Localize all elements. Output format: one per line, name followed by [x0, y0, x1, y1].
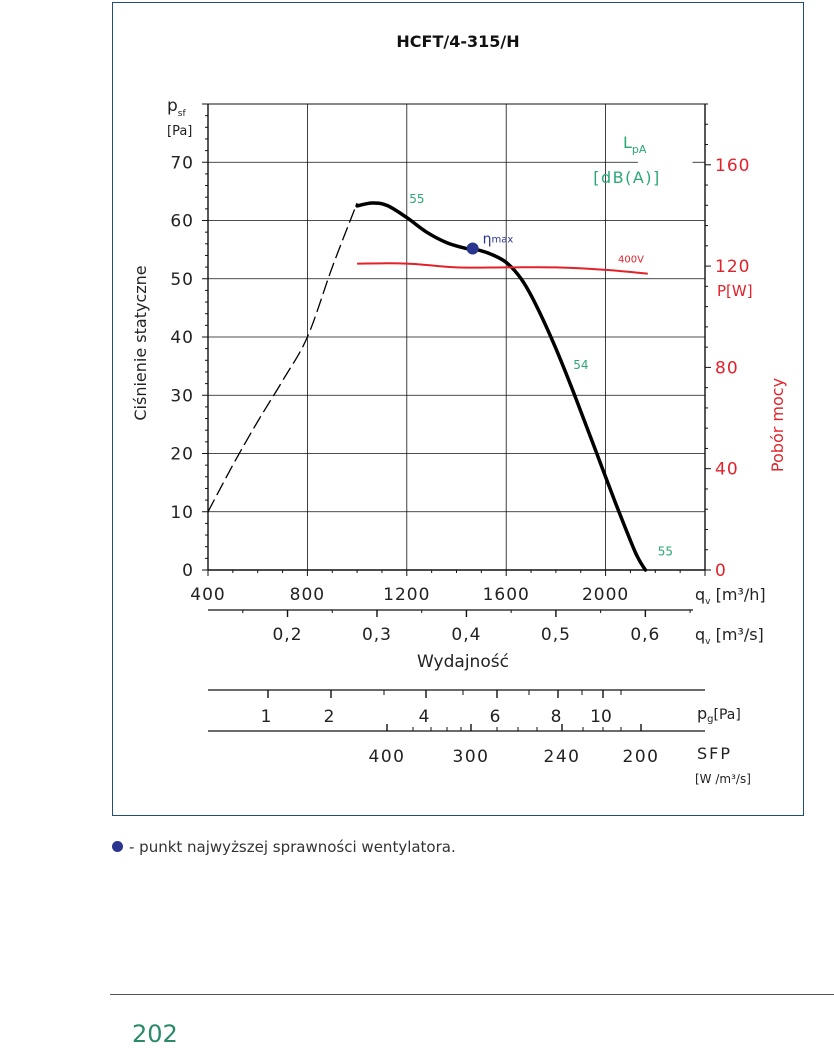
legend-note-text: - punkt najwyższej sprawności wentylator… [129, 838, 456, 856]
chart-frame: HCFT/4-315/H 0 10 20 30 40 50 60 70 400 800 1200 160… [112, 2, 804, 816]
eta-max-label: ηmax [483, 231, 514, 247]
x-tick-label: 1200 [383, 585, 430, 605]
legend-note: - punkt najwyższej sprawności wentylator… [112, 838, 456, 856]
m3s-tick-label: 0,6 [630, 625, 660, 645]
lpa-value-label: 55 [658, 544, 673, 558]
sfp-tick-label: 240 [544, 747, 581, 767]
power-tick-label: 160 [715, 156, 750, 176]
m3s-tick-label: 0,5 [541, 625, 571, 645]
sfp-axis-unit: [W /m³/s] [695, 772, 751, 786]
x-axis-unit-m3h: qv [m³/h] [695, 585, 766, 607]
pg-tick-label: 8 [551, 707, 562, 727]
lpa-unit: [dB(A)] [593, 168, 661, 187]
pg-tick-label: 6 [490, 707, 501, 727]
x-axis-title: Wydajność [417, 652, 509, 672]
eta-point-legend-icon [112, 841, 123, 852]
y-axis-unit: [Pa] [167, 124, 192, 139]
pg-axis-label: pg[Pa] [697, 704, 741, 725]
y-tick-label: 40 [170, 328, 194, 348]
pressure-curve-dashed [207, 202, 358, 513]
sfp-axis-label: SFP [697, 744, 732, 763]
x-tick-label: 400 [190, 585, 225, 605]
page-number: 202 [132, 1020, 178, 1048]
pg-tick-label: 2 [324, 707, 335, 727]
power-tick-label: 120 [715, 257, 750, 277]
m3s-tick-label: 0,2 [272, 625, 302, 645]
pg-tick-label: 10 [590, 707, 612, 727]
x-tick-label: 2000 [582, 585, 629, 605]
eta-max-point [466, 242, 479, 255]
power-tick-label: 0 [715, 561, 727, 581]
lpa-label: LpA [623, 133, 647, 156]
y-tick-label: 20 [170, 445, 194, 465]
lpa-value-label: 55 [409, 192, 424, 206]
y-tick-label: 0 [182, 561, 194, 581]
power-tick-label: 80 [715, 358, 739, 378]
pg-tick-label: 1 [261, 707, 272, 727]
y-tick-label: 30 [170, 386, 194, 406]
sfp-tick-label: 300 [453, 747, 490, 767]
footer-divider [110, 994, 834, 995]
power-series-label: 400V [618, 254, 644, 265]
lpa-value-label: 54 [573, 358, 588, 372]
power-axis-title: Pobór mocy [768, 378, 787, 472]
pressure-curve [355, 201, 648, 572]
m3s-tick-label: 0,4 [451, 625, 481, 645]
sfp-tick-label: 400 [369, 747, 406, 767]
power-axis-unit: P[W] [717, 282, 753, 300]
y-axis-title: Ciśnienie statyczne [131, 265, 150, 420]
chart-title: HCFT/4-315/H [396, 32, 519, 51]
x-tick-label: 1600 [483, 585, 530, 605]
y-tick-label: 50 [170, 270, 194, 290]
sfp-tick-label: 200 [623, 747, 660, 767]
power-tick-label: 40 [715, 460, 739, 480]
y-tick-label: 10 [170, 503, 194, 523]
y-tick-label: 70 [170, 153, 194, 173]
power-curve [357, 262, 648, 275]
pg-tick-label: 4 [419, 707, 430, 727]
m3s-tick-label: 0,3 [362, 625, 392, 645]
x-axis-unit-m3s: qv [m³/s] [695, 625, 764, 647]
y-axis-symbol: psf [167, 96, 186, 119]
x-tick-label: 800 [290, 585, 325, 605]
y-tick-label: 60 [170, 212, 194, 232]
